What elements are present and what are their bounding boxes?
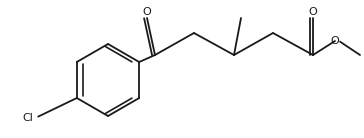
- Text: Cl: Cl: [23, 113, 33, 123]
- Text: O: O: [143, 7, 151, 17]
- Text: O: O: [309, 7, 317, 17]
- Text: O: O: [331, 36, 339, 46]
